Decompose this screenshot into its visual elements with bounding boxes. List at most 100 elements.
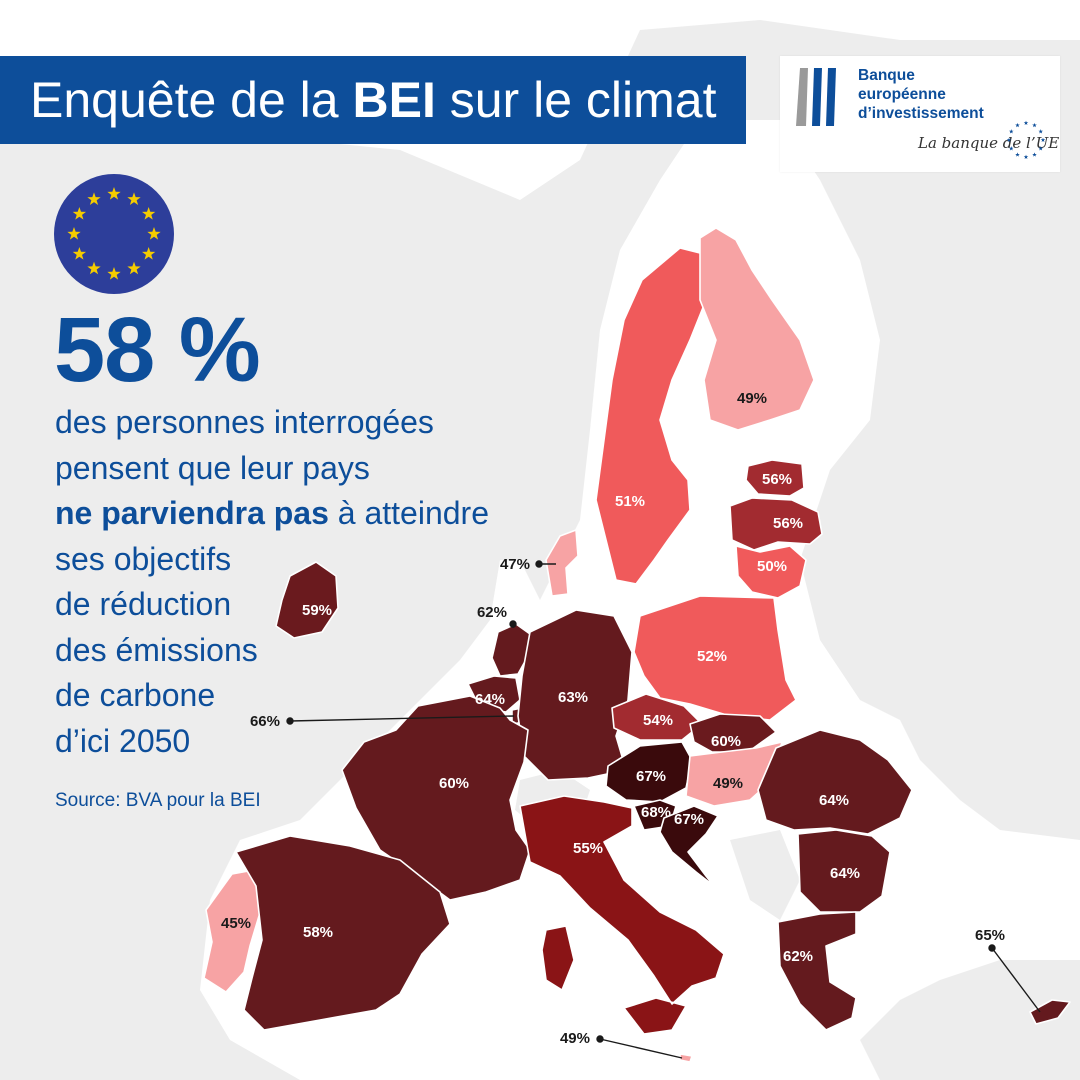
- logo-star-icon: [1023, 154, 1029, 159]
- country-greece: [777, 911, 857, 1031]
- country-poland: [633, 595, 797, 721]
- country-latvia: [729, 497, 823, 551]
- leader-dot-denmark: [535, 560, 543, 568]
- logo-name-line1: Banque: [858, 67, 915, 84]
- country-romania: [757, 729, 913, 835]
- country-bulgaria: [797, 829, 891, 913]
- value-label-cyprus: 65%: [975, 927, 1005, 944]
- headline-percent: 58 %: [54, 299, 261, 401]
- desc-line4: ses objectifs: [55, 540, 232, 577]
- eu-star-icon: [127, 192, 141, 206]
- value-label-latvia: 56%: [773, 515, 803, 532]
- logo-stars-icon: [1006, 120, 1046, 159]
- value-label-malta: 49%: [560, 1030, 590, 1047]
- logo-star-icon: [1015, 122, 1020, 128]
- eu-star-icon: [141, 207, 156, 220]
- desc-line3-rest: à atteindre: [328, 495, 489, 531]
- logo-star-icon: [1032, 152, 1037, 157]
- eu-star-icon: [72, 207, 87, 220]
- country-ireland: [275, 561, 339, 639]
- eu-star-icon: [141, 247, 156, 260]
- eu-star-icon: [72, 247, 87, 260]
- country-denmark: [545, 529, 579, 597]
- title-bar: Enquête de la BEI sur le climat: [0, 56, 746, 144]
- eib-logo: Banque européenne d’investissement La ba…: [780, 56, 1060, 172]
- country-slovakia: [689, 713, 777, 753]
- value-label-lithuania: 50%: [757, 558, 787, 575]
- value-label-luxembourg: 66%: [250, 713, 280, 730]
- country-netherlands: [491, 623, 531, 677]
- logo-star-icon: [1006, 137, 1012, 142]
- country-estonia: [745, 459, 805, 497]
- country-france: [341, 695, 531, 901]
- headline-description: des personnes interrogées pensent que le…: [55, 400, 555, 764]
- value-label-netherlands: 62%: [477, 604, 507, 621]
- logo-name-line2: européenne: [858, 86, 946, 103]
- leader-dot-luxembourg: [286, 717, 294, 725]
- eu-flag-icon: [54, 174, 174, 294]
- logo-star-icon: [1009, 146, 1014, 151]
- logo-star-icon: [1015, 152, 1020, 157]
- value-label-france: 60%: [439, 775, 469, 792]
- logo-star-icon: [1009, 129, 1014, 134]
- leader-dot-cyprus: [988, 944, 996, 952]
- eu-star-icon: [87, 261, 101, 275]
- logo-star-icon: [1040, 137, 1046, 142]
- logo-name-line3: d’investissement: [858, 105, 984, 122]
- desc-line3: ne parviendra pas à atteindre: [55, 491, 555, 537]
- eu-star-icon: [127, 261, 141, 275]
- value-label-austria: 67%: [636, 768, 666, 785]
- logo-star-icon: [1038, 146, 1043, 151]
- country-spain: [235, 835, 451, 1031]
- title-pre: Enquête de la: [30, 72, 353, 128]
- country-lithuania: [735, 545, 807, 599]
- logo-name: Banque européenne d’investissement: [858, 66, 1058, 123]
- country-cyprus: [1029, 999, 1071, 1025]
- value-label-croatia: 67%: [674, 811, 704, 828]
- value-label-belgium: 64%: [475, 691, 505, 708]
- value-label-germany: 63%: [558, 689, 588, 706]
- logo-star-icon: [1032, 122, 1037, 128]
- desc-line3-bold: ne parviendra pas: [55, 495, 329, 531]
- logo-star-icon: [1023, 120, 1029, 125]
- desc-line8: d’ici 2050: [55, 722, 191, 759]
- leader-line-malta: [599, 1038, 683, 1059]
- eu-star-icon: [107, 267, 121, 280]
- value-label-estonia: 56%: [762, 471, 792, 488]
- value-label-ireland: 59%: [302, 602, 332, 619]
- country-portugal: [203, 869, 263, 993]
- value-label-romania: 64%: [819, 792, 849, 809]
- value-label-italy: 55%: [573, 840, 603, 857]
- logo-tagline: La banque de l’UE: [918, 134, 1060, 152]
- value-label-spain: 58%: [303, 924, 333, 941]
- country-croatia: [659, 805, 719, 887]
- eu-star-icon: [67, 227, 81, 240]
- value-label-czechia: 54%: [643, 712, 673, 729]
- title-post: sur le climat: [435, 72, 717, 128]
- leader-line-luxembourg: [289, 715, 515, 722]
- value-label-greece: 62%: [783, 948, 813, 965]
- eu-star-icon: [87, 192, 101, 206]
- leader-line-cyprus: [991, 947, 1041, 1013]
- country-sweden: [595, 247, 713, 585]
- value-label-finland: 49%: [737, 390, 767, 407]
- eu-star-icon: [147, 227, 161, 240]
- logo-star-icon: [1038, 129, 1043, 134]
- desc-line6: des émissions: [55, 631, 258, 668]
- desc-line7: de carbone: [55, 677, 216, 713]
- country-finland: [699, 227, 815, 431]
- title-bold: BEI: [352, 72, 436, 128]
- value-label-portugal: 45%: [221, 915, 251, 932]
- eu-star-icon: [107, 187, 121, 200]
- value-label-bulgaria: 64%: [830, 865, 860, 882]
- source-note: Source: BVA pour la BEI: [55, 790, 261, 811]
- value-label-sweden: 51%: [615, 493, 645, 510]
- desc-line5: de réduction: [55, 586, 232, 622]
- leader-dot-malta: [596, 1035, 604, 1043]
- eib-logo-icon: [796, 68, 836, 126]
- leader-dot-netherlands: [509, 620, 517, 628]
- value-label-poland: 52%: [697, 648, 727, 665]
- value-label-slovenia: 68%: [641, 804, 671, 821]
- value-label-slovakia: 60%: [711, 733, 741, 750]
